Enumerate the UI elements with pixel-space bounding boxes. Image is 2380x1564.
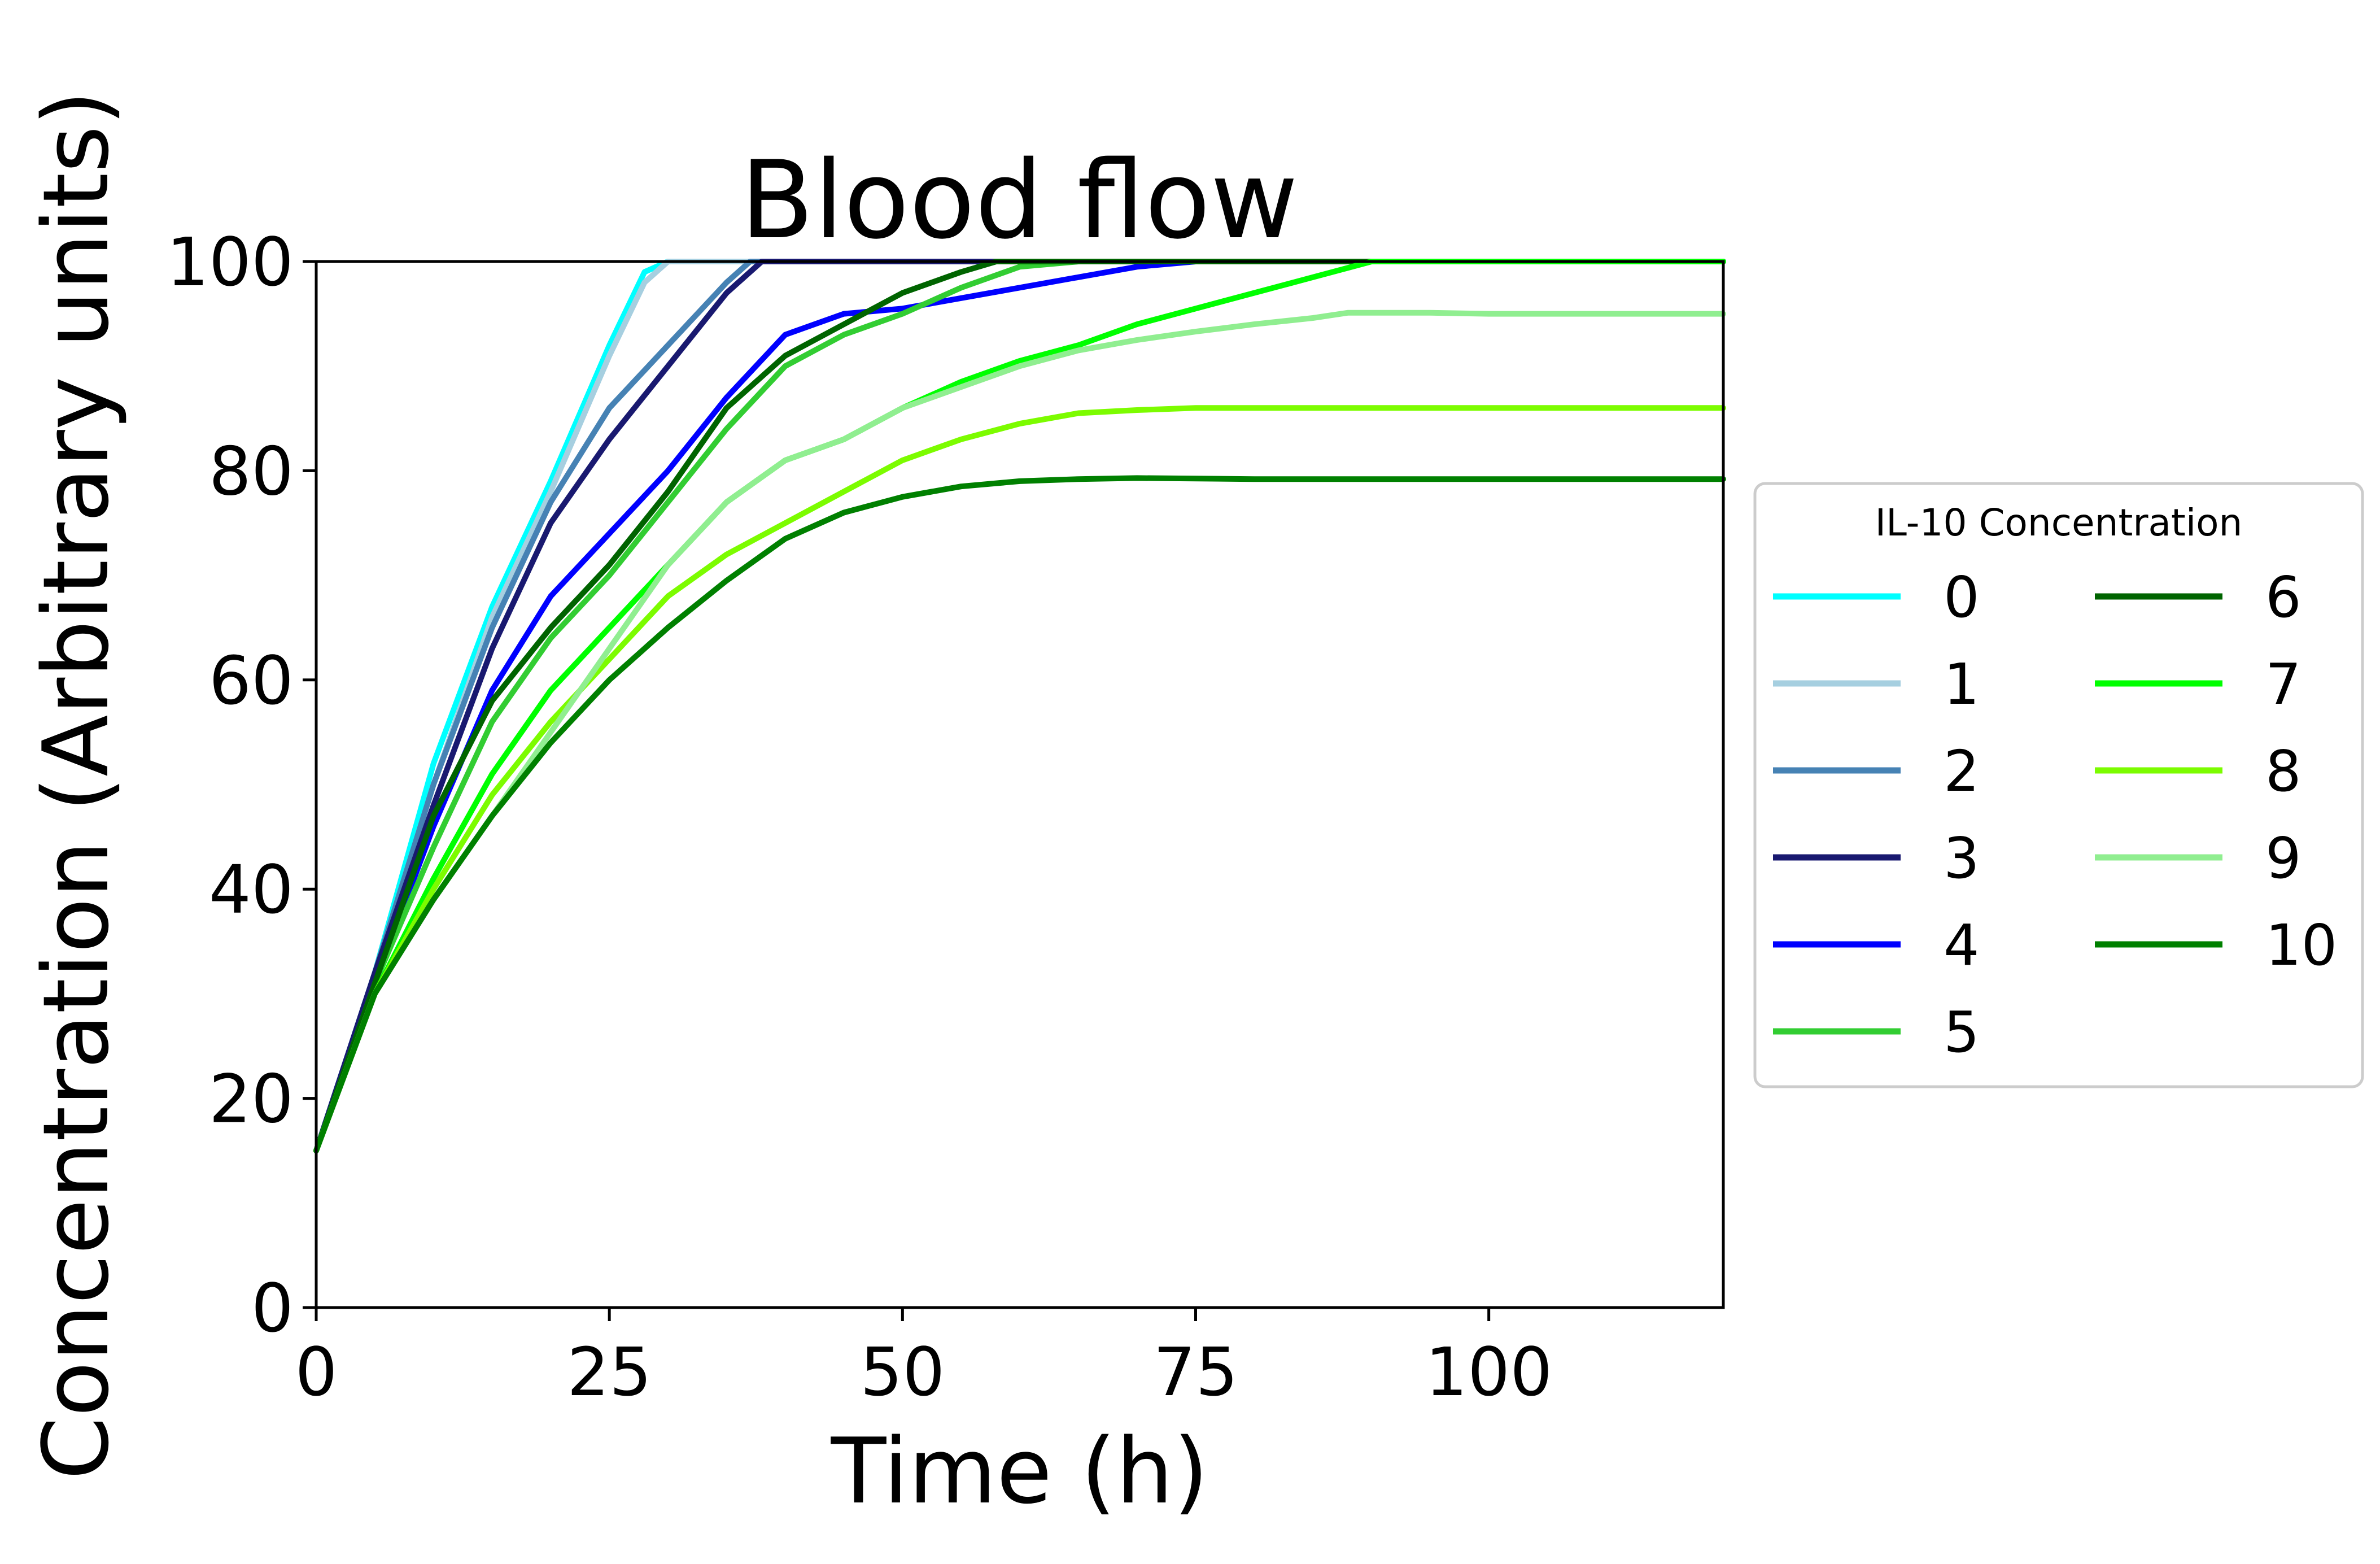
plot-frame (315, 260, 1725, 1309)
y-axis-label: Concentration (Arbitrary units) (23, 90, 129, 1480)
chart-title: Blood flow (740, 138, 1298, 263)
legend: IL-10 Concentration 0 1 2 3 4 5 6 7 8 9 10 (1753, 482, 2364, 1088)
legend-label-10: 10 (2265, 912, 2337, 978)
y-axis-ticks: 0 20 40 60 80 100 (167, 223, 316, 1347)
legend-label-5: 5 (1944, 999, 1980, 1065)
series-line-8 (313, 405, 1726, 1154)
legend-label-7: 7 (2265, 651, 2302, 717)
x-tick-label: 25 (567, 1333, 652, 1411)
legend-label-6: 6 (2265, 564, 2302, 630)
plot-background (316, 262, 1723, 1308)
legend-label-9: 9 (2265, 825, 2302, 891)
x-tick-label: 50 (860, 1333, 945, 1411)
legend-frame (1753, 482, 2364, 1088)
y-tick-label: 100 (167, 223, 294, 301)
series-line-10 (313, 475, 1726, 1154)
x-tick-label: 100 (1425, 1333, 1552, 1411)
y-tick-label: 20 (209, 1060, 294, 1138)
legend-label-3: 3 (1944, 825, 1980, 891)
legend-label-4: 4 (1944, 912, 1980, 978)
x-axis-label: Time (h) (831, 1418, 1209, 1524)
y-tick-label: 0 (251, 1269, 294, 1347)
y-tick-label: 40 (209, 851, 294, 929)
x-tick-label: 0 (295, 1333, 337, 1411)
legend-title: IL-10 Concentration (1875, 501, 2243, 544)
plot-area (313, 259, 1726, 1309)
x-tick-label: 75 (1153, 1333, 1238, 1411)
y-tick-label: 60 (209, 642, 294, 720)
y-tick-label: 80 (209, 432, 294, 510)
legend-label-0: 0 (1944, 564, 1980, 630)
legend-label-1: 1 (1944, 651, 1980, 717)
legend-label-2: 2 (1944, 738, 1980, 804)
series-line-9 (313, 310, 1726, 1154)
x-axis-ticks: 0 25 50 75 100 (295, 1308, 1552, 1411)
legend-items: 0 1 2 3 4 5 6 7 8 9 10 (1773, 564, 2337, 1065)
legend-label-8: 8 (2265, 738, 2302, 804)
series-layer (313, 259, 1726, 1154)
